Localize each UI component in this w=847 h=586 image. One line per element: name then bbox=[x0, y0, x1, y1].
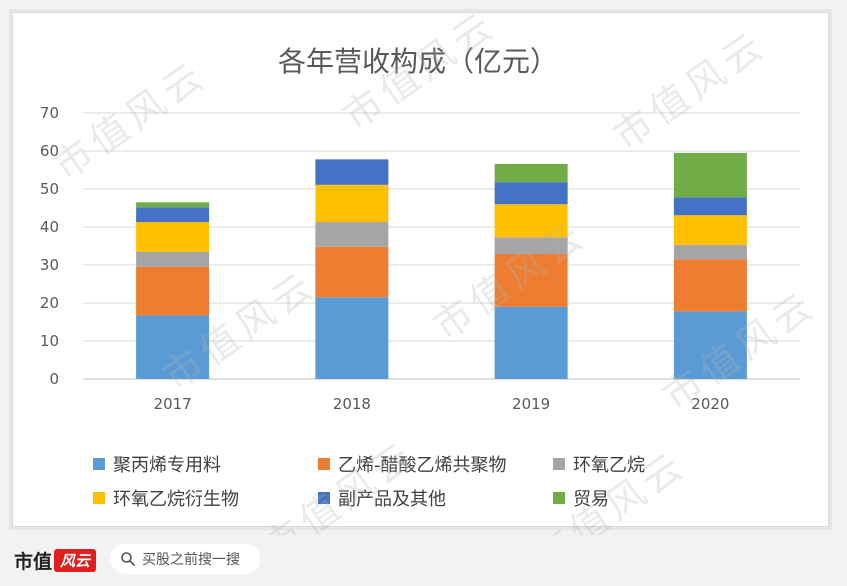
bar-segment bbox=[315, 246, 389, 298]
legend-swatch bbox=[318, 458, 330, 470]
bar-segment bbox=[136, 266, 210, 316]
y-tick-label: 70 bbox=[40, 104, 59, 122]
search-icon bbox=[121, 552, 135, 566]
y-tick-label: 30 bbox=[40, 256, 59, 274]
bar-segment bbox=[494, 237, 568, 254]
legend-item: 环氧乙烷衍生物 bbox=[93, 485, 239, 511]
chart-title: 各年营收构成（亿元） bbox=[278, 45, 558, 78]
legend-swatch bbox=[93, 492, 105, 504]
y-tick-label: 20 bbox=[40, 294, 59, 312]
bar-segment bbox=[673, 244, 747, 260]
bar-segment bbox=[494, 163, 568, 183]
legend-item: 副产品及其他 bbox=[318, 485, 446, 511]
y-tick-label: 60 bbox=[40, 142, 59, 160]
brand-name: 市值 bbox=[14, 551, 53, 573]
legend-swatch bbox=[93, 458, 105, 470]
legend-swatch bbox=[553, 492, 565, 504]
legend-item: 乙烯-醋酸乙烯共聚物 bbox=[318, 451, 507, 477]
bar-segment bbox=[315, 159, 389, 185]
bar-segment bbox=[673, 152, 747, 198]
bar-segment bbox=[673, 259, 747, 312]
x-tick-label: 2020 bbox=[691, 395, 729, 413]
chart-legend: 聚丙烯专用料 乙烯-醋酸乙烯共聚物 环氧乙烷环氧乙烷衍生物 副产品及其他 贸易 bbox=[93, 447, 793, 517]
x-tick-label: 2019 bbox=[512, 395, 550, 413]
legend-item: 环氧乙烷 bbox=[553, 451, 645, 477]
bar-segment bbox=[494, 182, 568, 205]
legend-label: 环氧乙烷衍生物 bbox=[113, 489, 239, 510]
brand-badge: 风云 bbox=[54, 549, 97, 572]
bar-segment bbox=[136, 251, 210, 267]
search-placeholder: 买股之前搜一搜 bbox=[142, 552, 240, 568]
chart-card: 各年营收构成（亿元） 0 10 20 30 40 50 60 70 2017 2018 2019 20… bbox=[12, 12, 829, 527]
bar-segment bbox=[673, 197, 747, 216]
legend-swatch bbox=[553, 458, 565, 470]
y-tick-label: 0 bbox=[49, 370, 59, 388]
axis-ticks: 0 10 20 30 40 50 60 70 2017 2018 2019 2020 bbox=[40, 104, 730, 413]
bar-segment bbox=[494, 253, 568, 307]
footer-bar: 市值 风云 买股之前搜一搜 bbox=[0, 535, 847, 586]
legend-label: 环氧乙烷 bbox=[573, 455, 645, 476]
bar-segment bbox=[315, 222, 389, 247]
bar-segment bbox=[136, 222, 210, 252]
bar-segment bbox=[673, 311, 747, 379]
x-tick-label: 2017 bbox=[154, 395, 192, 413]
bar-segment bbox=[136, 202, 210, 208]
bar-segment bbox=[136, 315, 210, 379]
legend-swatch bbox=[318, 492, 330, 504]
brand-logo[interactable]: 市值 风云 bbox=[14, 547, 97, 574]
y-tick-label: 10 bbox=[40, 332, 59, 350]
legend-item: 贸易 bbox=[553, 485, 609, 511]
bar-segment bbox=[315, 184, 389, 223]
legend-label: 乙烯-醋酸乙烯共聚物 bbox=[338, 455, 507, 476]
legend-label: 副产品及其他 bbox=[338, 489, 446, 510]
bar-segment bbox=[136, 207, 210, 223]
stacked-bar-chart: 各年营收构成（亿元） 0 10 20 30 40 50 60 70 2017 2018 2019 20… bbox=[40, 45, 800, 413]
bar-segment bbox=[494, 306, 568, 379]
y-tick-label: 40 bbox=[40, 218, 59, 236]
bar-segment bbox=[494, 204, 568, 238]
legend-item: 聚丙烯专用料 bbox=[93, 451, 221, 477]
x-tick-label: 2018 bbox=[333, 395, 371, 413]
bar-segment bbox=[673, 215, 747, 245]
legend-label: 贸易 bbox=[573, 489, 609, 510]
search-bar[interactable]: 买股之前搜一搜 bbox=[110, 544, 260, 574]
y-tick-label: 50 bbox=[40, 180, 59, 198]
bars bbox=[136, 152, 747, 379]
bar-segment bbox=[315, 297, 389, 379]
legend-label: 聚丙烯专用料 bbox=[113, 455, 221, 476]
